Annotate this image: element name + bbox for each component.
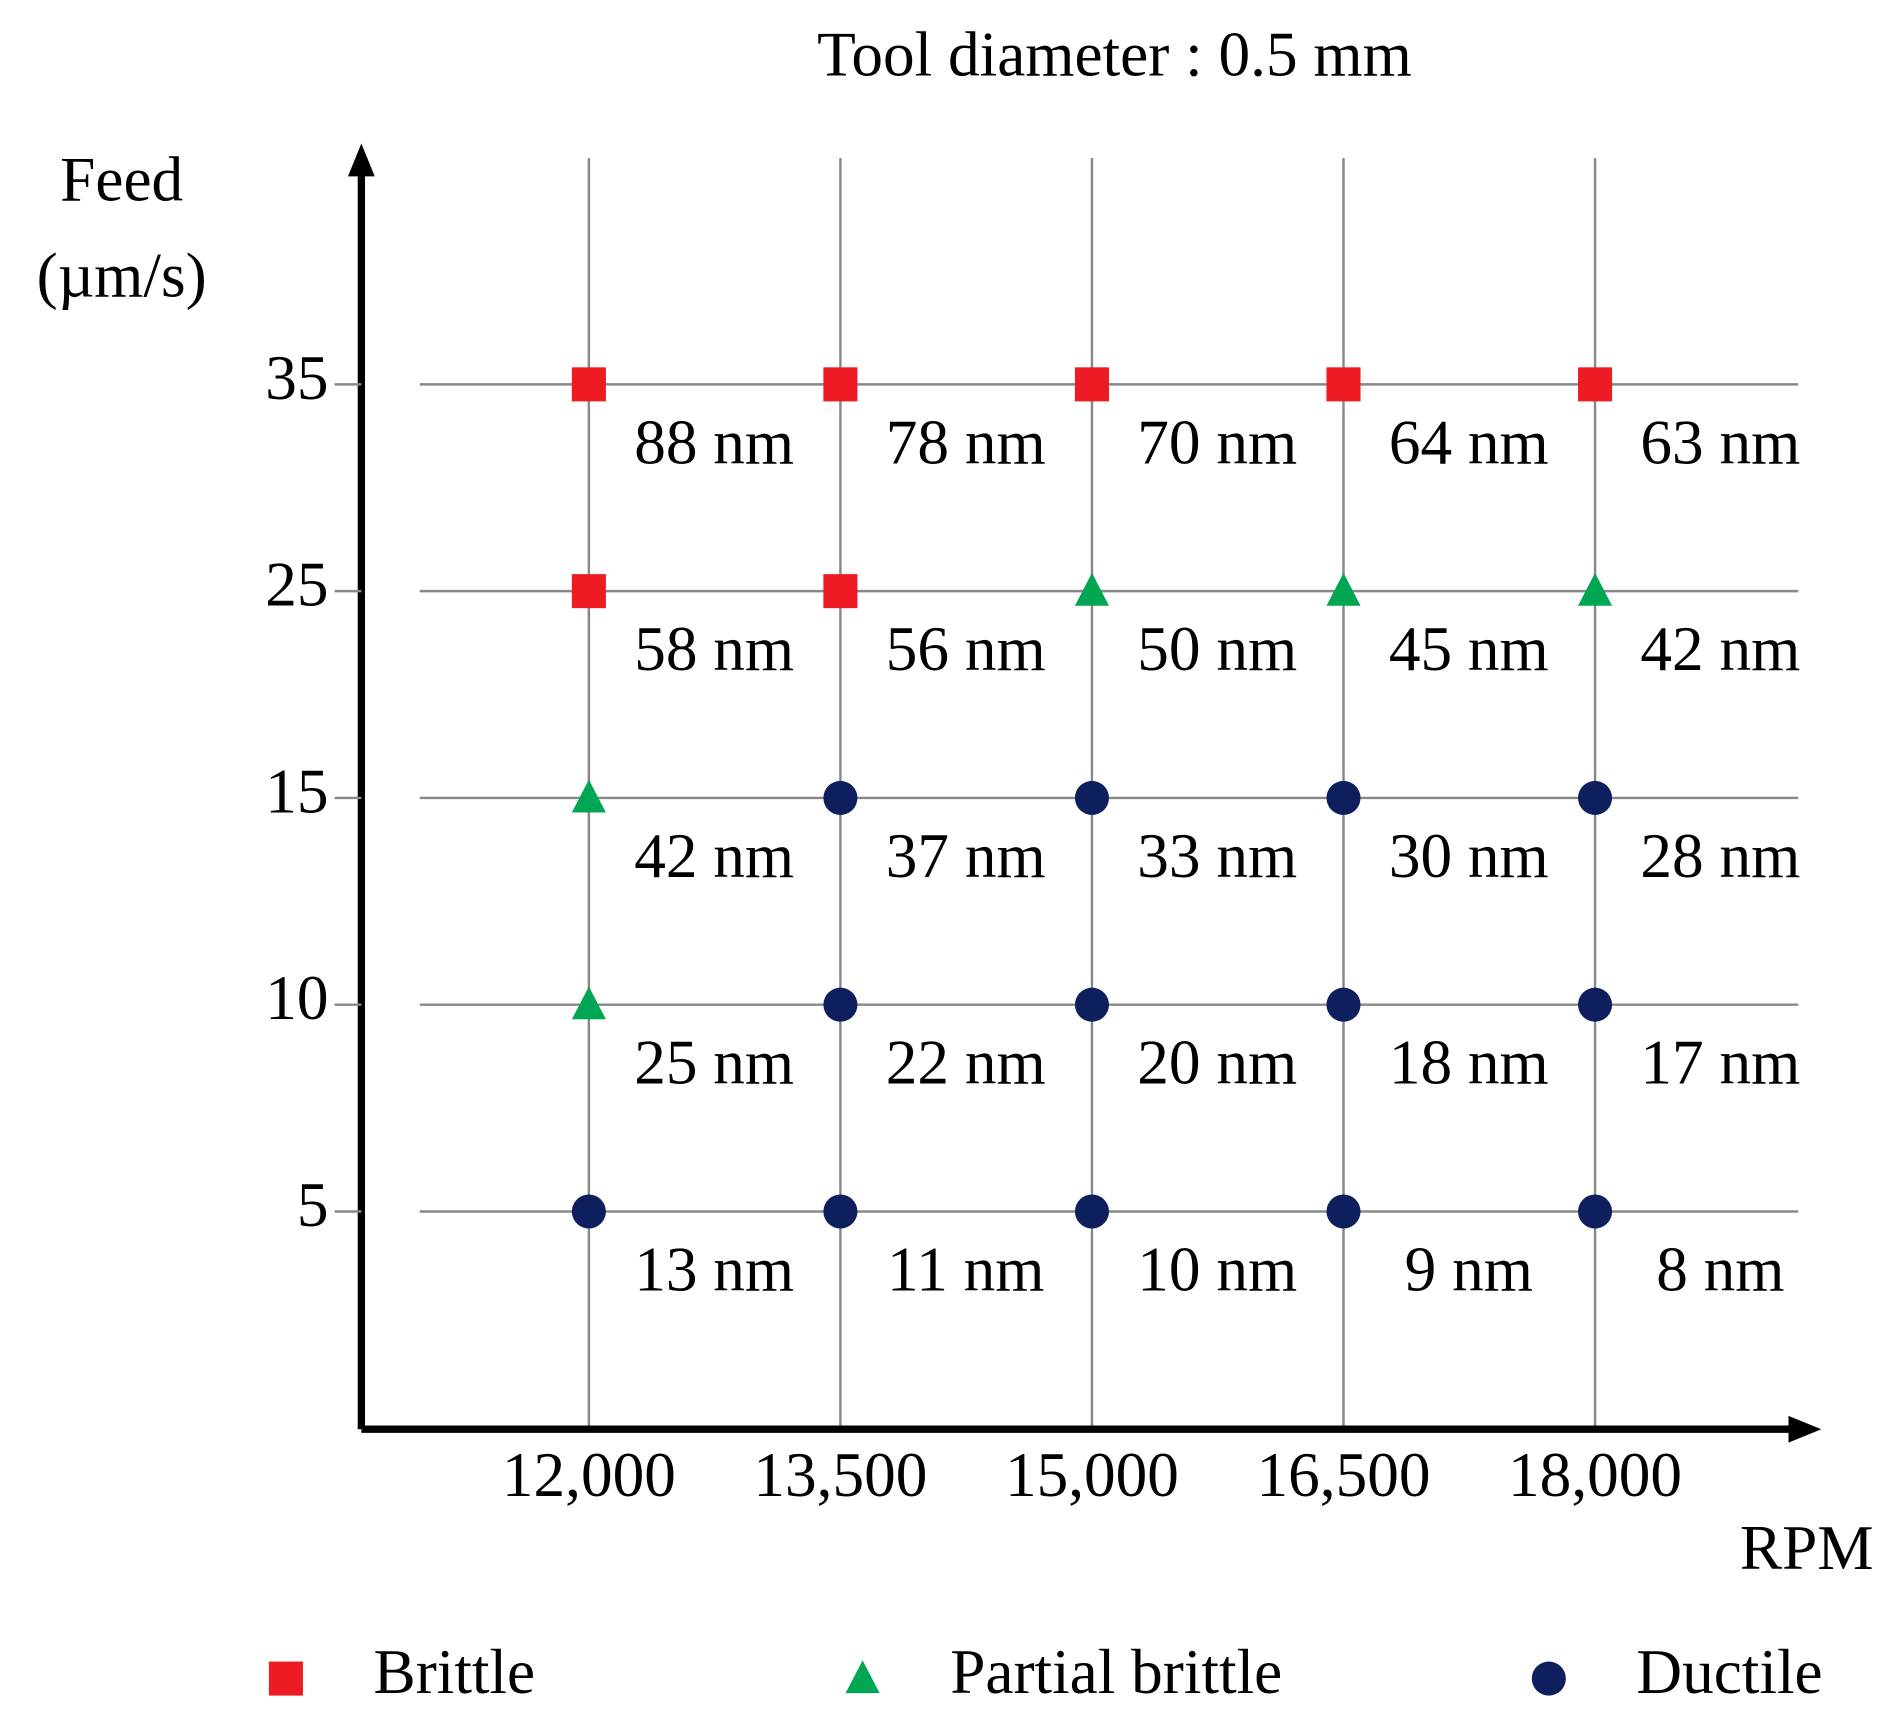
- marker-circle: [1326, 987, 1361, 1022]
- value-label: 30 nm: [1389, 821, 1549, 891]
- x-tick-label: 12,000: [502, 1440, 676, 1510]
- x-tick-label: 16,500: [1257, 1440, 1431, 1510]
- marker-square: [1578, 367, 1613, 402]
- value-label: 33 nm: [1137, 821, 1297, 891]
- chart-title: Tool diameter : 0.5 mm: [817, 19, 1412, 89]
- value-label: 58 nm: [634, 614, 794, 684]
- value-label: 42 nm: [634, 821, 794, 891]
- value-label: 8 nm: [1656, 1234, 1784, 1304]
- marker-circle: [571, 1194, 606, 1229]
- marker-circle: [823, 987, 858, 1022]
- marker-circle: [823, 780, 858, 815]
- marker-circle: [1074, 1194, 1109, 1229]
- value-label: 13 nm: [634, 1234, 794, 1304]
- marker-square: [1074, 367, 1109, 402]
- marker-square: [823, 367, 858, 402]
- marker-circle: [823, 1194, 858, 1229]
- value-label: 42 nm: [1640, 614, 1800, 684]
- value-label: 64 nm: [1389, 407, 1549, 477]
- marker-square: [823, 574, 858, 609]
- y-axis-label: Feed: [60, 145, 183, 215]
- marker-square: [571, 367, 606, 402]
- value-label: 88 nm: [634, 407, 794, 477]
- x-tick-label: 13,500: [753, 1440, 927, 1510]
- value-label: 56 nm: [886, 614, 1046, 684]
- y-tick-label: 25: [265, 550, 328, 620]
- value-label: 17 nm: [1640, 1028, 1800, 1098]
- value-label: 45 nm: [1389, 614, 1549, 684]
- marker-circle: [1578, 987, 1613, 1022]
- x-tick-label: 15,000: [1005, 1440, 1179, 1510]
- marker-square: [1326, 367, 1361, 402]
- marker-triangle: [1578, 572, 1613, 606]
- marker-circle: [1578, 1194, 1613, 1229]
- legend-label: Ductile: [1636, 1637, 1822, 1707]
- x-axis-arrow: [1788, 1415, 1822, 1443]
- axes: [357, 170, 1795, 1433]
- value-label: 10 nm: [1137, 1234, 1297, 1304]
- legend-label: Partial brittle: [950, 1637, 1282, 1707]
- marker-circle: [1326, 1194, 1361, 1229]
- value-label: 18 nm: [1389, 1028, 1549, 1098]
- marker-triangle: [1326, 572, 1361, 606]
- value-label: 11 nm: [887, 1234, 1045, 1304]
- marker-triangle: [571, 986, 606, 1020]
- value-label: 63 nm: [1640, 407, 1800, 477]
- marker-circle: [1074, 987, 1109, 1022]
- legend-marker: [845, 1660, 880, 1694]
- y-axis-arrow: [347, 143, 375, 177]
- value-label: 37 nm: [886, 821, 1046, 891]
- y-axis-label: (µm/s): [37, 241, 207, 311]
- value-label: 25 nm: [634, 1028, 794, 1098]
- y-tick-label: 10: [265, 963, 328, 1033]
- y-tick-label: 15: [265, 756, 328, 826]
- x-tick-label: 18,000: [1508, 1440, 1682, 1510]
- marker-square: [571, 574, 606, 609]
- x-axis-label: RPM: [1740, 1513, 1874, 1583]
- y-tick-label: 5: [297, 1170, 329, 1240]
- value-label: 22 nm: [886, 1028, 1046, 1098]
- legend-marker: [1531, 1661, 1566, 1696]
- marker-circle: [1578, 780, 1613, 815]
- marker-circle: [1326, 780, 1361, 815]
- value-label: 70 nm: [1137, 407, 1297, 477]
- legend-marker: [268, 1661, 303, 1696]
- legend-label: Brittle: [374, 1637, 536, 1707]
- marker-triangle: [571, 779, 606, 813]
- value-label: 20 nm: [1137, 1028, 1297, 1098]
- value-label: 78 nm: [886, 407, 1046, 477]
- value-label: 50 nm: [1137, 614, 1297, 684]
- y-tick-label: 35: [265, 343, 328, 413]
- value-label: 28 nm: [1640, 821, 1800, 891]
- marker-circle: [1074, 780, 1109, 815]
- value-label: 9 nm: [1405, 1234, 1533, 1304]
- marker-triangle: [1074, 572, 1109, 606]
